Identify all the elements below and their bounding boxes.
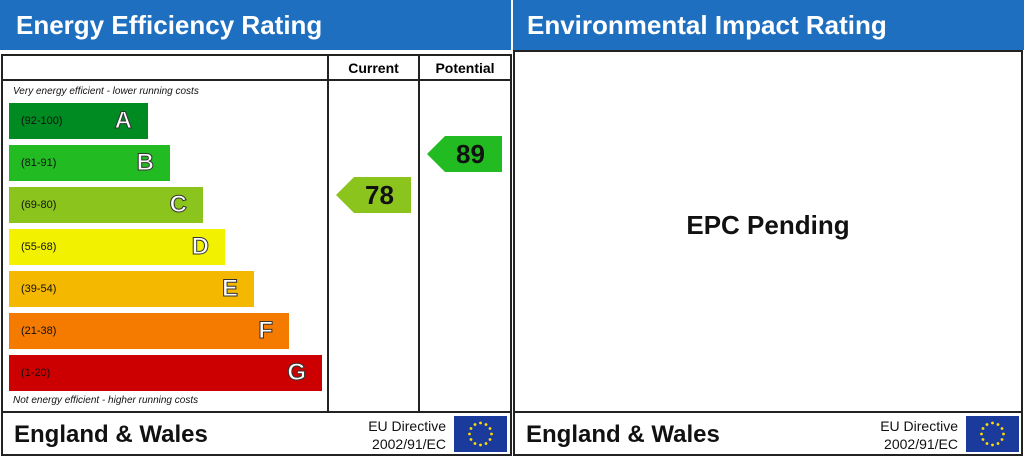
flag-star (981, 427, 985, 430)
top-note: Very energy efficient - lower running co… (13, 86, 199, 97)
flag-star (981, 438, 985, 441)
band-letter: F (258, 317, 274, 345)
flag-star (469, 438, 473, 441)
flag-star (985, 442, 989, 445)
band-range: (39-54) (21, 283, 57, 295)
flag-star (996, 442, 1000, 445)
band-range: (1-20) (21, 367, 51, 379)
band-range: (92-100) (21, 115, 63, 127)
flag-star (473, 423, 477, 426)
left-title: Energy Efficiency Rating (0, 0, 511, 50)
band-letter: B (136, 149, 154, 177)
band: (92-100) A (9, 103, 148, 139)
flag-star (490, 432, 493, 436)
band-letter: C (169, 191, 187, 219)
column-header: Current (348, 60, 399, 76)
pending-text: EPC Pending (686, 210, 850, 240)
flag-star (479, 443, 482, 447)
flag-star (1000, 427, 1004, 430)
eu-flag (966, 416, 1019, 452)
band-range: (21-38) (21, 325, 57, 337)
right-panel (513, 50, 1023, 456)
directive-number: 2002/91/EC (884, 436, 958, 452)
flag-star (484, 423, 488, 426)
band-letter: E (221, 275, 238, 303)
divider (418, 54, 420, 413)
flag-star (991, 443, 994, 447)
divider (1, 79, 512, 81)
band-letter: G (287, 359, 307, 387)
flag-star (1000, 438, 1004, 441)
flag-star (488, 438, 492, 441)
region: England & Wales (526, 421, 720, 448)
divider (1, 411, 512, 413)
right-title: Environmental Impact Rating (513, 0, 1024, 50)
band: (81-91) B (9, 145, 170, 181)
region: England & Wales (14, 421, 208, 448)
band: (21-38) F (9, 313, 289, 349)
flag-star (488, 427, 492, 430)
directive-number: 2002/91/EC (372, 436, 446, 452)
band: (55-68) D (9, 229, 225, 265)
band-letter: D (191, 233, 209, 261)
potential-rating: 89 (427, 136, 502, 172)
flag-star (479, 421, 482, 425)
band-range: (81-91) (21, 157, 57, 169)
divider (513, 411, 1023, 413)
current-rating: 78 (336, 177, 411, 213)
flag-star (469, 427, 473, 430)
band-range: (55-68) (21, 241, 57, 253)
divider (327, 54, 329, 413)
bottom-note: Not energy efficient - higher running co… (13, 395, 199, 406)
band: (39-54) E (9, 271, 254, 307)
flag-star (484, 442, 488, 445)
flag-bg (966, 416, 1019, 452)
band: (69-80) C (9, 187, 203, 223)
column-header: Potential (435, 60, 495, 76)
flag-star (468, 432, 471, 436)
band: (1-20) G (9, 355, 322, 391)
directive: EU Directive 2002/91/EC (340, 417, 446, 453)
eu-flag (454, 416, 507, 452)
band-range: (69-80) (21, 199, 57, 211)
flag-star (473, 442, 477, 445)
flag-star (980, 432, 983, 436)
directive-label: EU Directive (368, 418, 446, 434)
left-panel (1, 54, 512, 456)
flag-star (996, 423, 1000, 426)
flag-star (991, 421, 994, 425)
flag-bg (454, 416, 507, 452)
flag-star (985, 423, 989, 426)
band-letter: A (114, 107, 132, 135)
directive-label: EU Directive (880, 418, 958, 434)
flag-star (1002, 432, 1005, 436)
directive: EU Directive 2002/91/EC (852, 417, 958, 453)
